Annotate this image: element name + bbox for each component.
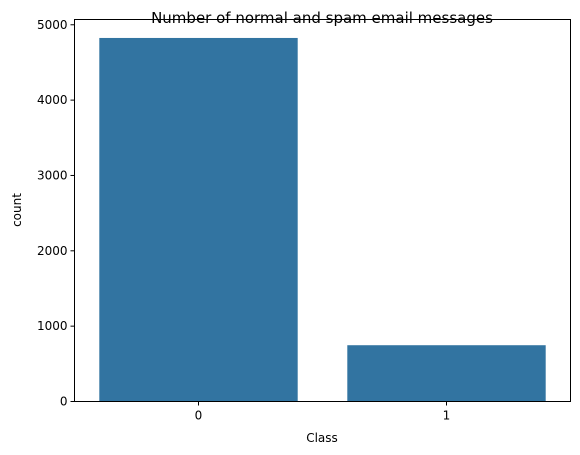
x-tick-label-1: 1 (443, 409, 451, 423)
plot-frame (74, 19, 571, 402)
y-tick-label-3000: 3000 (37, 168, 68, 182)
y-tick-label-4000: 4000 (37, 93, 68, 107)
y-axis-ticks: 0 1000 2000 3000 4000 5000 (37, 18, 75, 409)
x-axis-label: Class (306, 431, 338, 445)
y-axis-label: count (10, 193, 24, 227)
y-tick-label-1000: 1000 (37, 319, 68, 333)
bars-group (99, 37, 546, 402)
x-tick-label-0: 0 (195, 409, 203, 423)
y-tick-label-5000: 5000 (37, 18, 68, 32)
bar-0 (99, 37, 298, 402)
y-tick-label-0: 0 (60, 395, 68, 409)
chart-title: Number of normal and spam email messages (151, 9, 493, 27)
bar-1 (347, 345, 546, 402)
y-tick-label-2000: 2000 (37, 244, 68, 258)
